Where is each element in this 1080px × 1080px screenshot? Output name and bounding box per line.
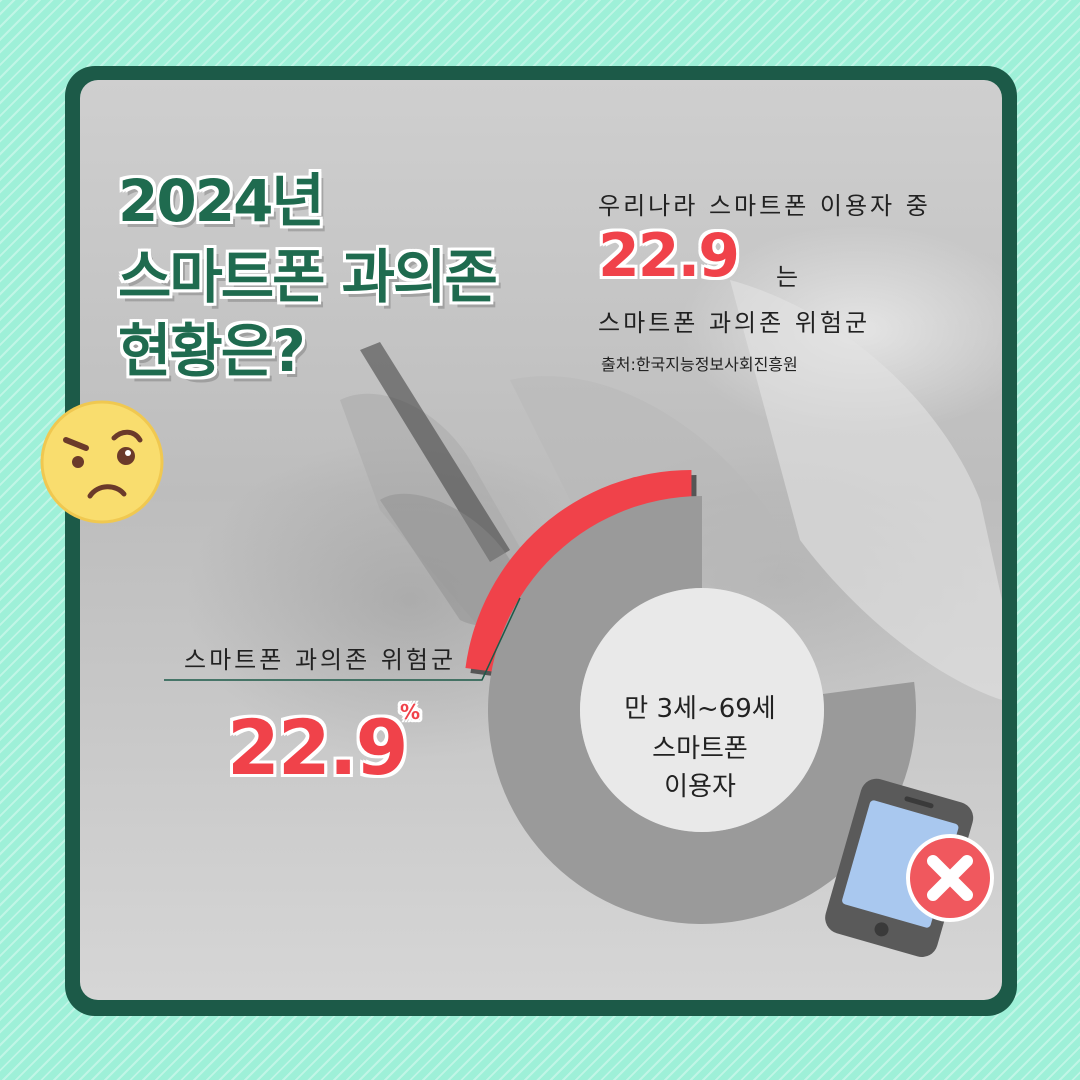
summary-intro: 우리나라 스마트폰 이용자 중: [598, 192, 931, 220]
center-label-age: 만 3세~69세: [624, 694, 776, 724]
title-year: 2024년: [118, 167, 325, 235]
summary-particle: 는: [776, 263, 802, 291]
phone-with-x-icon: [825, 778, 994, 957]
callout-value: 22.9: [227, 703, 409, 792]
center-label-users: 이용자: [664, 772, 736, 802]
summary-value: 22.9: [598, 221, 740, 291]
donut-center: [580, 588, 824, 832]
title-topic: 스마트폰 과의존: [118, 243, 498, 311]
center-label-device: 스마트폰: [652, 734, 748, 764]
callout-unit: %: [400, 700, 420, 724]
title-question: 현황은?: [118, 317, 306, 385]
summary-group: 스마트폰 과의존 위험군: [598, 309, 871, 337]
confused-face-icon: [40, 400, 164, 524]
callout-label: 스마트폰 과의존 위험군: [184, 646, 457, 674]
donut-slice-rest: [488, 496, 916, 924]
callout-leader-line: [164, 597, 521, 681]
source-citation: 출처:한국지능정보사회진흥원: [601, 355, 798, 374]
